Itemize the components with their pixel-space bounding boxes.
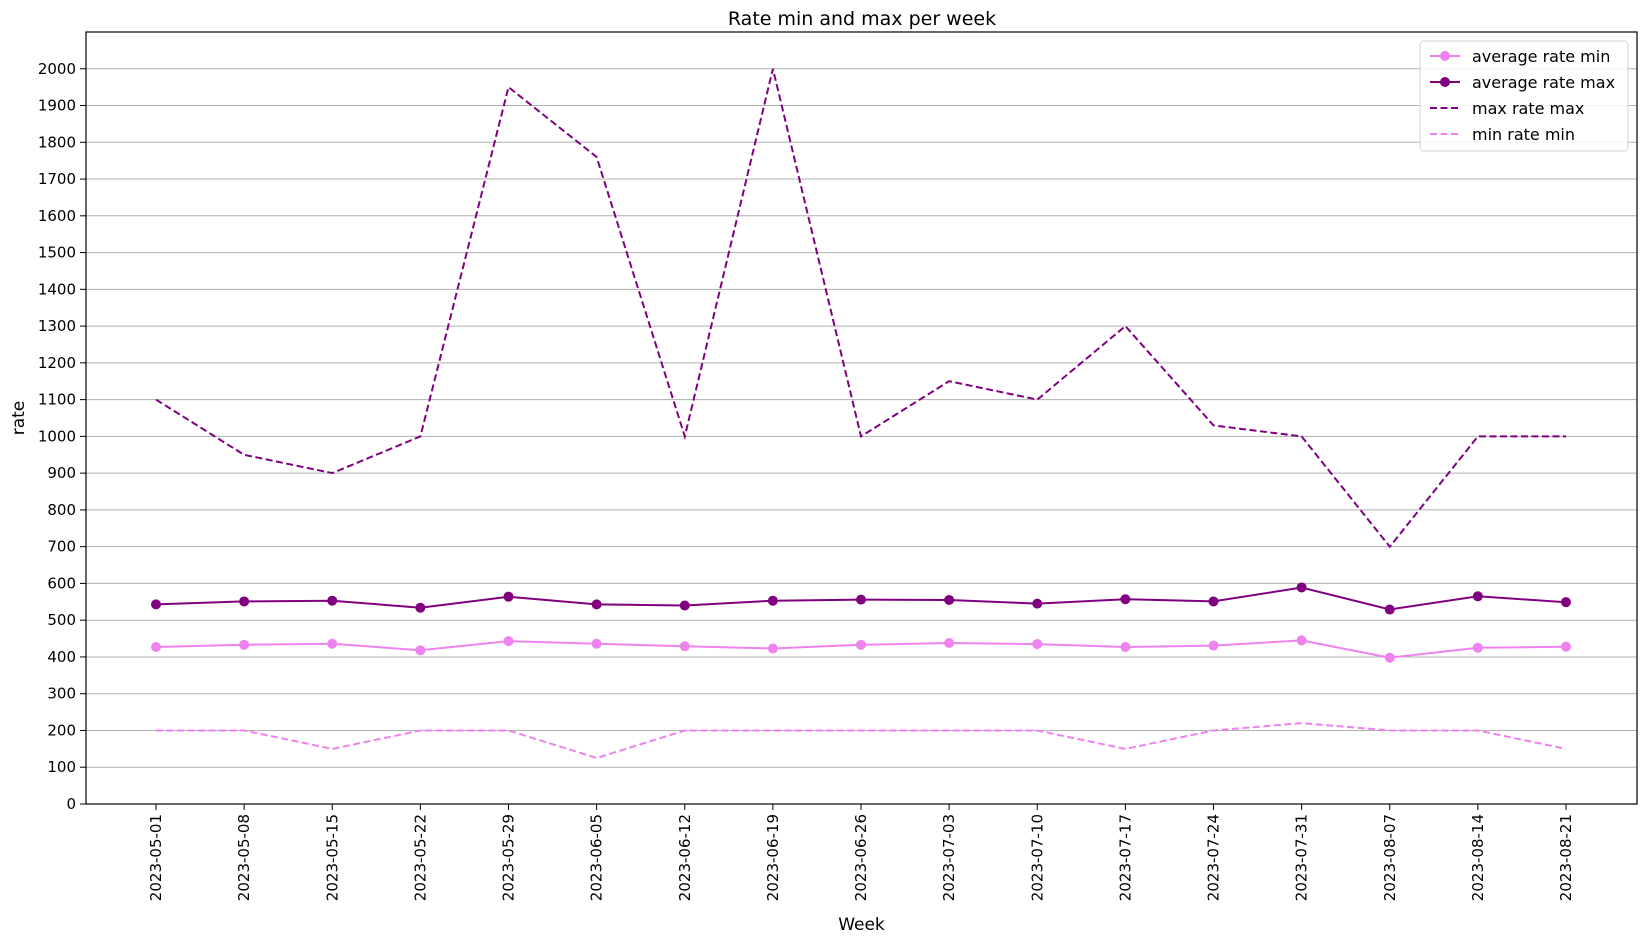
legend-marker [1440, 77, 1450, 87]
x-tick-label: 2023-06-12 [676, 814, 694, 901]
data-point [151, 599, 161, 610]
legend-marker [1440, 51, 1450, 61]
y-axis-label: rate [9, 401, 29, 436]
legend-label: average rate min [1472, 47, 1610, 66]
data-point [415, 602, 426, 613]
y-tick-label: 1400 [38, 280, 76, 298]
legend-box [1419, 40, 1629, 152]
data-point [591, 599, 602, 610]
data-point [503, 636, 514, 647]
x-tick-label: 2023-08-07 [1381, 814, 1399, 901]
x-tick-label: 2023-06-05 [588, 814, 606, 901]
data-point [327, 595, 338, 606]
y-tick-label: 1600 [38, 207, 76, 225]
y-tick-label: 1900 [38, 97, 76, 115]
data-point [1296, 582, 1307, 593]
x-tick-label: 2023-08-21 [1557, 814, 1575, 901]
x-tick-label: 2023-06-19 [764, 814, 782, 901]
y-tick-label: 500 [47, 611, 76, 629]
data-point [1032, 639, 1043, 650]
y-tick-label: 900 [47, 464, 76, 482]
series-line-max-rate-max [155, 68, 1566, 549]
data-point [415, 645, 426, 656]
y-tick-label: 300 [47, 685, 76, 703]
y-tick-label: 1500 [38, 244, 76, 262]
data-point [239, 596, 250, 607]
x-tick-label: 2023-08-14 [1469, 814, 1487, 901]
x-tick-label: 2023-07-24 [1205, 814, 1223, 901]
data-point [767, 595, 778, 606]
data-point [1561, 597, 1571, 608]
y-tick-label: 400 [47, 648, 76, 666]
data-point [1384, 604, 1395, 615]
data-point [1208, 640, 1219, 651]
y-tick-label: 700 [47, 538, 76, 556]
y-tick-label: 800 [47, 501, 76, 519]
data-point [151, 642, 161, 653]
data-point [327, 638, 338, 649]
legend-label: average rate max [1472, 73, 1615, 92]
y-axis-ticks: 0 100 200 300 400 500 600 700 800 900 1000 1100 1200… [38, 60, 86, 813]
data-point [1384, 652, 1395, 663]
data-point [767, 643, 778, 654]
x-tick-label: 2023-05-15 [323, 814, 341, 901]
data-point [679, 600, 690, 611]
y-tick-label: 1700 [38, 170, 76, 188]
x-axis-ticks: 2023-05-01 2023-05-08 2023-05-15 2023-05-22… [147, 804, 1575, 901]
legend-label: max rate max [1472, 99, 1584, 118]
x-tick-label: 2023-05-08 [235, 814, 253, 901]
y-tick-label: 1200 [38, 354, 76, 372]
data-point [1120, 642, 1131, 653]
chart-title: Rate min and max per week [728, 8, 996, 30]
series-group [151, 68, 1571, 760]
data-point [239, 639, 250, 650]
data-point [1032, 598, 1043, 609]
data-point [591, 638, 602, 649]
x-tick-label: 2023-06-26 [852, 814, 870, 901]
x-tick-label: 2023-07-03 [940, 814, 958, 901]
data-point [1208, 596, 1219, 607]
legend: average rate min average rate max max rate… [1419, 40, 1629, 152]
y-tick-label: 1300 [38, 317, 76, 335]
data-point [1472, 642, 1483, 653]
data-point [1561, 641, 1571, 652]
data-point [1472, 591, 1483, 602]
y-tick-label: 0 [66, 795, 76, 813]
series-line-min-rate-min [156, 722, 1567, 760]
data-point [944, 594, 955, 605]
data-point [1120, 594, 1131, 605]
data-point [679, 641, 690, 652]
y-tick-label: 200 [47, 721, 76, 739]
y-tick-label: 1100 [38, 391, 76, 409]
y-tick-label: 100 [47, 758, 76, 776]
x-tick-label: 2023-07-17 [1116, 814, 1134, 901]
grid-lines [86, 68, 1637, 805]
y-tick-label: 600 [47, 574, 76, 592]
data-point [503, 591, 514, 602]
data-point [856, 639, 866, 650]
data-point [1296, 635, 1307, 646]
y-tick-label: 2000 [38, 60, 76, 78]
x-tick-label: 2023-05-01 [147, 814, 165, 901]
x-axis-label: Week [838, 915, 885, 935]
x-tick-label: 2023-05-22 [411, 814, 429, 901]
y-tick-label: 1000 [38, 427, 76, 445]
y-tick-label: 1800 [38, 133, 76, 151]
x-tick-label: 2023-05-29 [500, 814, 518, 901]
data-point [856, 594, 866, 605]
plot-area-frame [85, 31, 1638, 805]
x-tick-label: 2023-07-10 [1028, 814, 1046, 901]
data-point [944, 637, 955, 648]
legend-label: min rate min [1472, 125, 1575, 144]
x-tick-label: 2023-07-31 [1293, 814, 1311, 901]
